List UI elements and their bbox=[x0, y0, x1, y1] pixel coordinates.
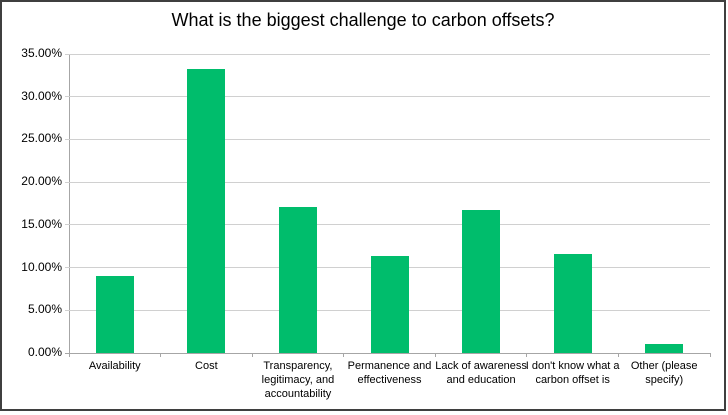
x-axis-boundary-tick bbox=[709, 353, 711, 357]
y-axis-tick-label: 35.00% bbox=[21, 46, 62, 60]
gridline bbox=[65, 53, 710, 55]
x-axis-category-label: Permanence and effectiveness bbox=[347, 360, 432, 386]
bar bbox=[553, 253, 592, 353]
bar bbox=[95, 276, 134, 353]
bar bbox=[645, 344, 684, 353]
gridline bbox=[65, 181, 710, 183]
y-axis-tick-label: 10.00% bbox=[21, 259, 62, 274]
x-axis-category-label: Cost bbox=[195, 360, 218, 372]
bar bbox=[462, 210, 501, 353]
x-axis-boundary-tick bbox=[160, 353, 162, 357]
y-axis-tick-label: 25.00% bbox=[21, 131, 62, 146]
x-axis-boundary-tick bbox=[343, 353, 345, 357]
x-axis-boundary-tick bbox=[68, 353, 70, 357]
x-axis-boundary-tick bbox=[251, 353, 253, 357]
x-axis-boundary-tick bbox=[434, 353, 436, 357]
y-axis-tick-label: 20.00% bbox=[21, 174, 62, 189]
x-axis-category-label: Transparency, legitimacy, and accountabi… bbox=[261, 360, 335, 400]
bar bbox=[187, 69, 226, 353]
y-axis-tick-label: 30.00% bbox=[21, 88, 62, 103]
gridline bbox=[65, 96, 710, 98]
y-axis-tick-label: 0.00% bbox=[27, 345, 62, 359]
x-axis-category-label: Availability bbox=[88, 360, 141, 372]
chart-title: What is the biggest challenge to carbon … bbox=[171, 10, 555, 30]
gridline bbox=[65, 138, 710, 140]
x-axis-boundary-tick bbox=[526, 353, 528, 357]
y-axis-tick-label: 5.00% bbox=[27, 302, 62, 317]
x-axis-line bbox=[65, 352, 710, 354]
x-axis-boundary-tick bbox=[617, 353, 619, 357]
y-axis-tick-label: 15.00% bbox=[21, 216, 62, 231]
gridline bbox=[65, 224, 710, 226]
y-axis-line bbox=[69, 54, 70, 353]
bar bbox=[278, 206, 317, 353]
plot-area bbox=[65, 53, 711, 357]
x-axis-category-label: I don't know what a carbon offset is bbox=[525, 360, 620, 386]
x-axis-category-label: Other (please specify) bbox=[630, 360, 698, 386]
bar bbox=[370, 256, 409, 353]
x-axis-category-label: Lack of awareness and education bbox=[435, 360, 527, 386]
